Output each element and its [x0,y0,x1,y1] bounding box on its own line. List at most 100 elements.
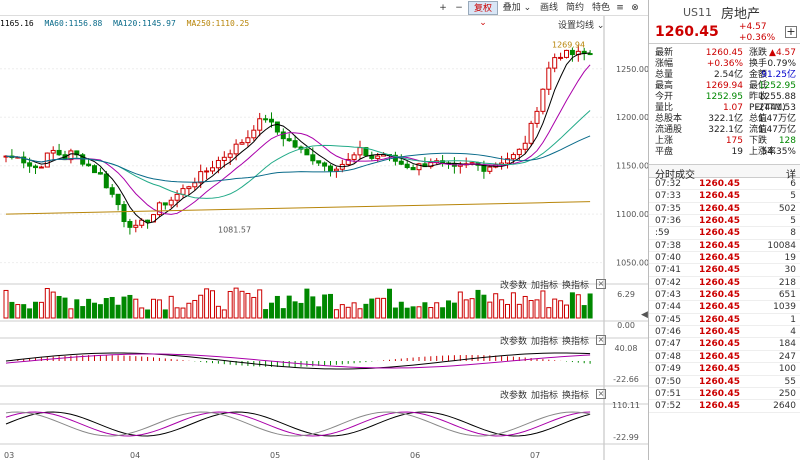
volume-bar [145,309,151,319]
volume-bar [3,289,9,319]
candle-body [505,158,510,164]
x-tick-label: 03 [4,451,14,460]
collapse-arrow[interactable]: ◀ [641,310,648,320]
stat-value: 322.1亿 [708,125,743,135]
candle-body [245,137,251,144]
trade-time: 07:47 [655,339,681,350]
stat-label: 下跌 [749,136,768,146]
stat-label: PE(TTM) [749,103,786,113]
trade-row: 07:44 1260.45 1039 [649,301,800,314]
trade-price: 1260.45 [699,179,740,189]
candle-body [162,202,168,206]
stat-value: +0.36% [706,59,743,69]
ma10-line [5,64,591,215]
volume-bar [316,306,322,319]
volume-bar [416,306,422,319]
candle-body [510,154,516,160]
ma60-line [5,135,591,183]
candle-body [97,172,103,175]
candle-body [304,148,310,156]
close-icon[interactable]: ⊗ [631,3,639,13]
volume-bar [475,289,481,319]
trade-volume: 184 [778,339,796,350]
candle-body [375,155,381,159]
panel-tool-button[interactable]: 换指标 [562,337,590,347]
candle-body [50,149,56,154]
trade-row: 07:49 1260.45 100 [649,363,800,376]
volume-bar [369,298,375,319]
candle-body [192,182,198,188]
overlay-dropdown[interactable]: 叠加 ⌄ [502,3,532,13]
volume-bar [298,302,304,319]
volume-bar [339,304,345,319]
panel-tool-button[interactable]: 换指标 [562,281,590,291]
candle-body [310,154,316,162]
trade-time: 07:33 [655,191,681,202]
trade-time: 07:49 [655,364,681,375]
candle-body [316,160,322,164]
volume-bar [227,290,233,319]
trade-row: 07:46 1260.45 4 [649,326,800,339]
add-watch-button[interactable]: + [785,25,797,38]
menu-icon[interactable]: ≡ [616,3,624,13]
kline-chart[interactable]: 1250.00 1200.00 1150.00 1100.00 1050.00 1269.… [0,16,648,460]
stat-value: 2.54亿 [713,70,743,80]
candle-body [564,49,569,58]
candle-body [558,56,564,59]
draw-line-button[interactable]: 画线 [539,3,558,13]
volume-bar [92,302,97,319]
panel-tool-button[interactable]: 换指标 [562,391,590,401]
trade-price: 1260.45 [699,302,740,313]
panel-close-icon[interactable]: × [596,335,606,345]
panel-close-icon[interactable]: × [596,279,606,289]
panel-tool-button[interactable]: 加指标 [531,391,559,401]
stat-label: 涨跌 [749,48,768,58]
volume-bar [251,296,257,319]
trade-price: 1260.45 [699,265,740,276]
stat-value: -2441.53 [755,103,796,113]
trade-price: 1260.45 [699,191,740,202]
stat-value: 1252.95 [705,92,743,102]
adjust-dropdown[interactable]: 复权 ⌄ [468,1,498,28]
volume-bar [180,307,186,319]
volume-bar [575,294,581,319]
stat-value: 322.1亿 [708,114,743,124]
stat-row: 涨幅 +0.36% 换手 0.79% [649,59,800,70]
volume-bar [215,305,221,319]
y-tick-label: 1100.00 [616,210,648,219]
zoom-in-button[interactable]: + [439,3,447,13]
volume-bar [546,307,552,319]
x-tick-label: 04 [130,451,140,460]
candle-body [233,143,239,155]
kdj-line [5,411,591,437]
candle-body [404,163,410,169]
panel-tool-button[interactable]: 加指标 [531,337,559,347]
feature-button[interactable]: 特色 [591,3,610,13]
stat-row: 总量 2.54亿 金额 91.25亿 [649,70,800,81]
trade-volume: 10084 [767,240,796,251]
simple-button[interactable]: 简约 [565,3,584,13]
panel-close-icon[interactable]: × [596,389,606,399]
y-tick-label: 1150.00 [616,162,648,171]
volume-bar [21,304,27,319]
candle-body [156,202,162,216]
macd-bottom-label: -22.66 [613,375,639,384]
trade-price: 1260.45 [699,388,740,399]
low-annotation: 1081.57 [218,226,251,235]
volume-bar [15,304,21,319]
zoom-out-button[interactable]: − [455,3,463,13]
trade-volume: 30 [784,265,796,276]
volume-bar [86,298,92,319]
panel-tool-button[interactable]: 改参数 [500,391,528,401]
macd-dif [5,352,591,370]
volume-bar [204,288,210,319]
close-value: 1165.16 [0,19,34,28]
set-ma-button[interactable]: 设置均线 ⌄ [558,21,605,31]
trades-detail-button[interactable]: 详 [786,170,796,181]
panel-tool-button[interactable]: 改参数 [500,337,528,347]
candle-body [56,149,62,156]
panel-tool-button[interactable]: 改参数 [500,281,528,291]
panel-tool-button[interactable]: 加指标 [531,281,559,291]
volume-bar [257,289,263,319]
trade-price: 1260.45 [699,327,740,338]
